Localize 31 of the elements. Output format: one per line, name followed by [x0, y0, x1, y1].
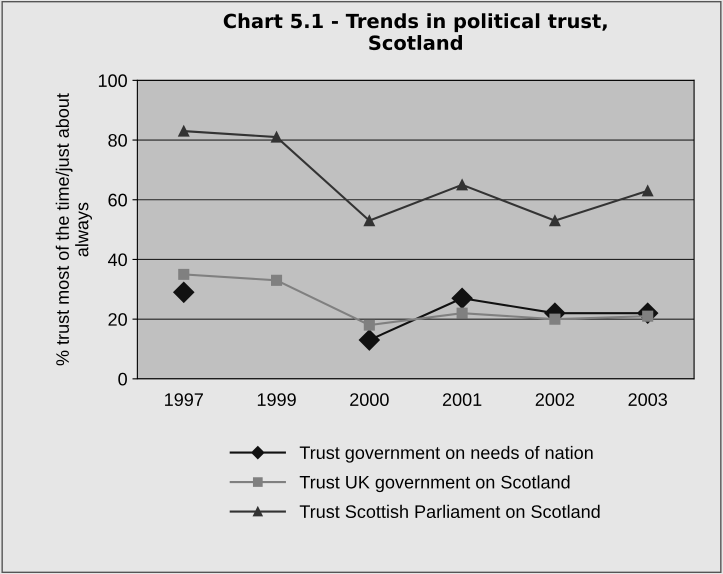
point [456, 179, 468, 190]
point [178, 126, 190, 137]
x-tick-label: 2000 [350, 393, 389, 406]
point [549, 215, 560, 226]
point [456, 308, 468, 319]
y-tick-label: 0 [118, 372, 127, 386]
x-tick-label: 1997 [165, 393, 203, 406]
y-tick-label: 20 [108, 313, 127, 326]
y-tick-label: 40 [108, 253, 127, 266]
legend-label: Trust Scottish Parliament on Scotland [300, 504, 600, 518]
x-tick-label: 2003 [628, 393, 667, 406]
y-tick-label: 100 [98, 74, 127, 88]
point [178, 268, 190, 280]
legend-label: Trust UK government on Scotland [300, 475, 570, 492]
point [364, 320, 375, 331]
point [270, 274, 282, 286]
point [452, 288, 473, 309]
point [364, 215, 375, 226]
y-axis-title: % trust most of the time/just about always [56, 93, 92, 366]
x-tick-label: 2002 [536, 393, 574, 406]
point [358, 330, 380, 351]
x-tick-label: 2001 [442, 393, 482, 406]
point [173, 282, 194, 303]
legend-label: Trust government on needs of nation [300, 446, 593, 463]
point [549, 314, 560, 325]
point [642, 185, 654, 196]
chart-title: Chart 5.1 - Trends in political trust, Scotland [224, 13, 607, 50]
x-tick-label: 1999 [258, 393, 296, 406]
y-tick-label: 60 [108, 194, 127, 206]
y-tick-label: 80 [108, 134, 127, 147]
point [270, 132, 282, 143]
